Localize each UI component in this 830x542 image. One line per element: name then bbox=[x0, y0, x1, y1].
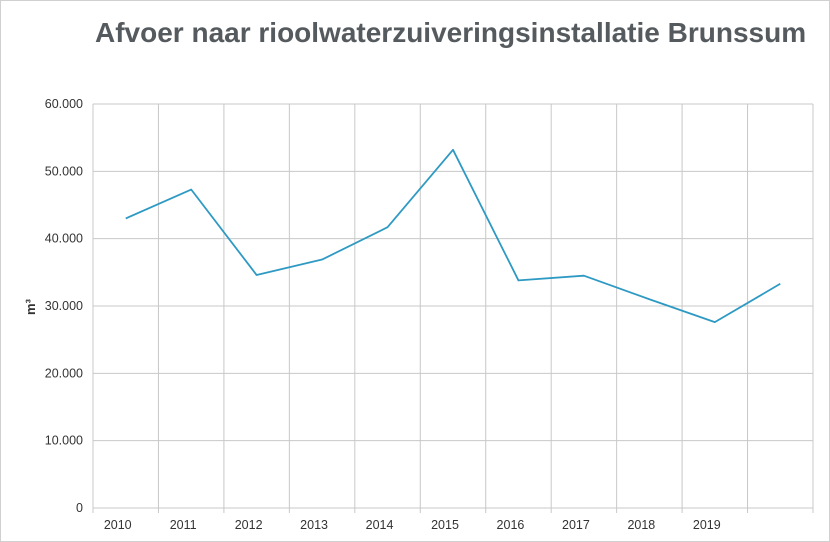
y-tick-label: 0 bbox=[76, 501, 83, 515]
chart-title: Afvoer naar rioolwaterzuiveringsinstalla… bbox=[95, 17, 807, 48]
y-tick-labels: 0 10.000 20.000 30.000 40.000 50.000 60.000 bbox=[45, 97, 83, 515]
x-tick-label: 2017 bbox=[562, 518, 590, 532]
x-tick-label: 2015 bbox=[431, 518, 459, 532]
x-tick-label: 2018 bbox=[627, 518, 655, 532]
y-axis-label: m³ bbox=[23, 298, 38, 315]
grid-lines bbox=[92, 103, 814, 513]
x-tick-label: 2012 bbox=[235, 518, 263, 532]
y-tick-label: 20.000 bbox=[45, 366, 83, 380]
x-tick-label: 2014 bbox=[366, 518, 394, 532]
x-tick-labels: 2010 2011 2012 2013 2014 2015 2016 2017 2018 2019 bbox=[104, 518, 721, 532]
y-tick-label: 50.000 bbox=[45, 164, 83, 178]
y-tick-label: 10.000 bbox=[45, 434, 83, 448]
x-tick-label: 2010 bbox=[104, 518, 132, 532]
x-tick-label: 2011 bbox=[170, 518, 197, 532]
y-tick-label: 30.000 bbox=[45, 299, 83, 313]
series-group bbox=[125, 148, 781, 324]
x-tick-label: 2016 bbox=[497, 518, 525, 532]
y-tick-label: 60.000 bbox=[45, 97, 83, 111]
x-tick-label: 2013 bbox=[300, 518, 328, 532]
y-tick-label: 40.000 bbox=[45, 232, 83, 246]
x-tick-label: 2019 bbox=[693, 518, 721, 532]
